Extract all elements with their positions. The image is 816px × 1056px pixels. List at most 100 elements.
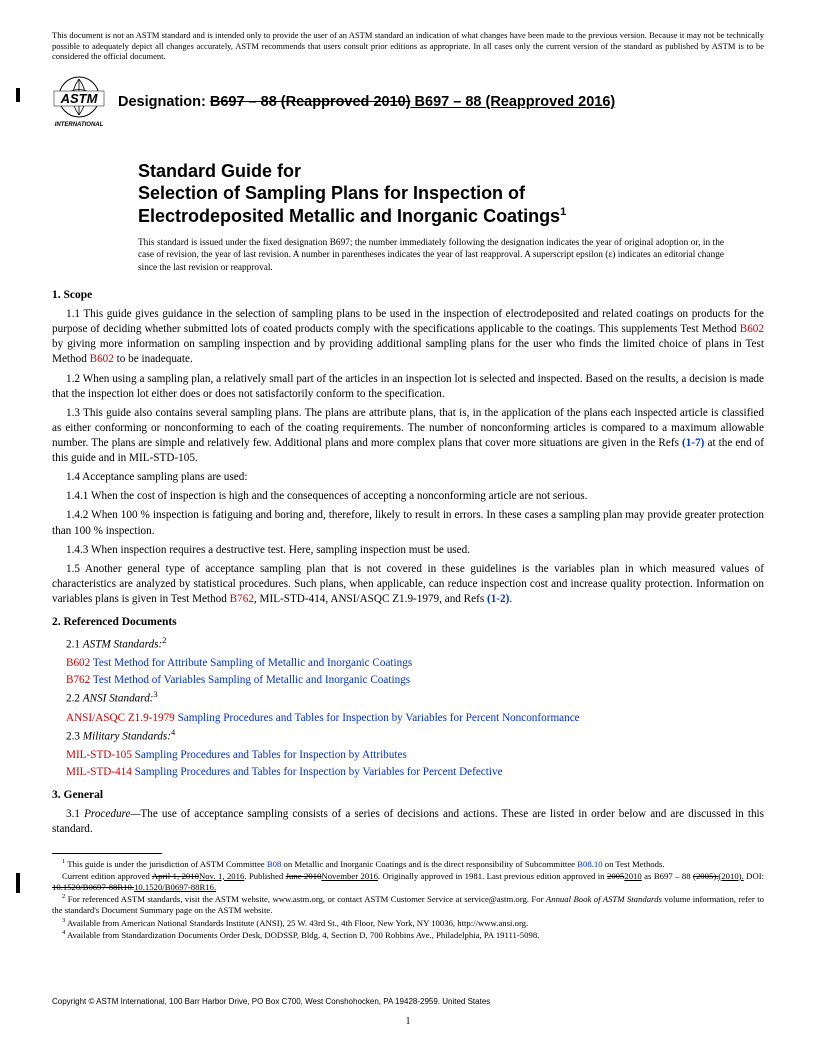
fn1l2b: . Published: [244, 871, 285, 881]
section-2-head: 2. Referenced Documents: [52, 615, 764, 631]
refs-1-7[interactable]: (1-7): [682, 437, 704, 449]
ref-b602: B602 Test Method for Attribute Sampling …: [66, 656, 764, 671]
fn2a: For referenced ASTM standards, visit the…: [65, 894, 546, 904]
designation-new: B697 – 88 (Reapproved 2016): [411, 94, 616, 110]
r22text: ANSI Standard:: [83, 692, 154, 704]
r22num: 2.2: [66, 692, 83, 704]
p31label: Procedure—: [84, 808, 140, 820]
fn1new5: 10.1520/B0697-88R16.: [134, 882, 216, 892]
title-line2: Selection of Sampling Plans for Inspecti…: [138, 182, 764, 205]
r21text: ASTM Standards:: [83, 638, 162, 650]
r21sup: 2: [162, 636, 166, 645]
r23num: 2.3: [66, 730, 83, 742]
para-1-4-1: 1.4.1 When the cost of inspection is hig…: [52, 489, 764, 504]
link-b0810[interactable]: B08.10: [577, 859, 602, 869]
ref-ansi: ANSI/ASQC Z1.9-1979 Sampling Procedures …: [66, 711, 764, 726]
para-1-3: 1.3 This guide also contains several sam…: [52, 406, 764, 466]
fn1l2a: Current edition approved: [62, 871, 152, 881]
link-b762[interactable]: B762: [230, 593, 254, 605]
footnote-4: 4 Available from Standardization Documen…: [52, 929, 764, 941]
designation-label: Designation:: [118, 94, 210, 110]
svg-text:INTERNATIONAL: INTERNATIONAL: [55, 122, 104, 128]
fn1l2c: . Originally approved in 1981. Last prev…: [378, 871, 607, 881]
refs-1-2[interactable]: (1-2): [487, 593, 509, 605]
para-1-5: 1.5 Another general type of acceptance s…: [52, 562, 764, 607]
p31num: 3.1: [66, 808, 84, 820]
designation: Designation: B697 – 88 (Reapproved 2010)…: [118, 93, 615, 113]
title-block: Standard Guide for Selection of Sampling…: [138, 160, 764, 228]
fn1new4: (2010).: [718, 871, 743, 881]
fn1strike1: April 1, 2010: [152, 871, 199, 881]
r23text: Military Standards:: [83, 730, 171, 742]
ref-2-2: 2.2 ANSI Standard:3: [52, 689, 764, 707]
ref-ansi-title[interactable]: Sampling Procedures and Tables for Inspe…: [175, 712, 580, 724]
ref-ansi-code[interactable]: ANSI/ASQC Z1.9-1979: [66, 712, 175, 724]
para-3-1: 3.1 Procedure—The use of acceptance samp…: [52, 807, 764, 837]
ref-mil414-code[interactable]: MIL-STD-414: [66, 766, 135, 778]
footnote-2: 2 For referenced ASTM standards, visit t…: [52, 893, 764, 917]
svg-text:ASTM: ASTM: [60, 91, 99, 106]
section-1-head: 1. Scope: [52, 288, 764, 304]
para-1-1: 1.1 This guide gives guidance in the sel…: [52, 307, 764, 367]
r23sup: 4: [171, 728, 175, 737]
ref-2-1: 2.1 ASTM Standards:2: [52, 635, 764, 653]
title-line3-text: Electrodeposited Metallic and Inorganic …: [138, 206, 560, 226]
ref-b762-title[interactable]: Test Method of Variables Sampling of Met…: [90, 674, 410, 686]
designation-old: B697 – 88 (Reapproved 2010): [210, 94, 411, 110]
fn1new2: November 2016: [321, 871, 378, 881]
fn2italic: Annual Book of ASTM Standards: [546, 894, 662, 904]
disclaimer-text: This document is not an ASTM standard an…: [52, 30, 764, 62]
ref-2-3: 2.3 Military Standards:4: [52, 727, 764, 745]
p15b: , MIL-STD-414, ANSI/ASQC Z1.9-1979, and …: [254, 593, 487, 605]
r22sup: 3: [154, 690, 158, 699]
fn1new1: Nov. 1, 2016: [199, 871, 244, 881]
para-1-4-3: 1.4.3 When inspection requires a destruc…: [52, 543, 764, 558]
title-line3: Electrodeposited Metallic and Inorganic …: [138, 205, 764, 228]
p31text: The use of acceptance sampling consists …: [52, 808, 764, 835]
link-b602-2[interactable]: B602: [90, 353, 114, 365]
ref-mil414-title[interactable]: Sampling Procedures and Tables for Inspe…: [135, 766, 503, 778]
p11c: to be inadequate.: [114, 353, 193, 365]
header-row: ASTM INTERNATIONAL Designation: B697 – 8…: [52, 76, 764, 130]
ref-mil105-code[interactable]: MIL-STD-105: [66, 749, 132, 761]
link-b08[interactable]: B08: [267, 859, 281, 869]
fn1strike5: 10.1520/B0697-88R10.: [52, 882, 134, 892]
change-bar-icon: [16, 88, 20, 102]
para-1-2: 1.2 When using a sampling plan, a relati…: [52, 372, 764, 402]
ref-b602-title[interactable]: Test Method for Attribute Sampling of Me…: [90, 657, 412, 669]
ref-mil414: MIL-STD-414 Sampling Procedures and Tabl…: [66, 765, 764, 780]
p13a: 1.3 This guide also contains several sam…: [52, 407, 764, 449]
astm-logo-icon: ASTM INTERNATIONAL: [52, 76, 106, 130]
copyright-text: Copyright © ASTM International, 100 Barr…: [52, 997, 490, 1008]
title-line1: Standard Guide for: [138, 160, 764, 183]
fn1new3: 2010: [624, 871, 641, 881]
fn1strike4: (2005).: [693, 871, 718, 881]
ref-b602-code[interactable]: B602: [66, 657, 90, 669]
footnote-3: 3 Available from American National Stand…: [52, 917, 764, 929]
para-1-4: 1.4 Acceptance sampling plans are used:: [52, 470, 764, 485]
fn1l2d: as B697 – 88: [642, 871, 693, 881]
p15c: .: [509, 593, 512, 605]
change-bar-fn-icon: [16, 873, 20, 893]
fn1strike3: 2005: [607, 871, 624, 881]
footnote-1-line2: Current edition approved April 1, 2010No…: [52, 871, 764, 894]
ref-b762-code[interactable]: B762: [66, 674, 90, 686]
fn1a: This guide is under the jurisdiction of …: [65, 859, 267, 869]
title-superscript: 1: [560, 206, 566, 218]
section-3-head: 3. General: [52, 788, 764, 804]
footnote-separator: [52, 853, 162, 854]
ref-mil105-title[interactable]: Sampling Procedures and Tables for Inspe…: [132, 749, 407, 761]
fn1strike2: June 2010: [286, 871, 322, 881]
p11a: 1.1 This guide gives guidance in the sel…: [52, 308, 764, 335]
footnote-1: 1 This guide is under the jurisdiction o…: [52, 858, 764, 870]
r21num: 2.1: [66, 638, 83, 650]
fn1b: on Metallic and Inorganic Coatings and i…: [281, 859, 577, 869]
link-b602[interactable]: B602: [740, 323, 764, 335]
fn1c: on Test Methods.: [603, 859, 665, 869]
para-1-4-2: 1.4.2 When 100 % inspection is fatiguing…: [52, 508, 764, 538]
fn1l2e: DOI:: [744, 871, 764, 881]
fn3t: Available from American National Standar…: [65, 918, 528, 928]
issuance-note: This standard is issued under the fixed …: [138, 237, 764, 273]
fn4t: Available from Standardization Documents…: [65, 930, 539, 940]
ref-mil105: MIL-STD-105 Sampling Procedures and Tabl…: [66, 748, 764, 763]
